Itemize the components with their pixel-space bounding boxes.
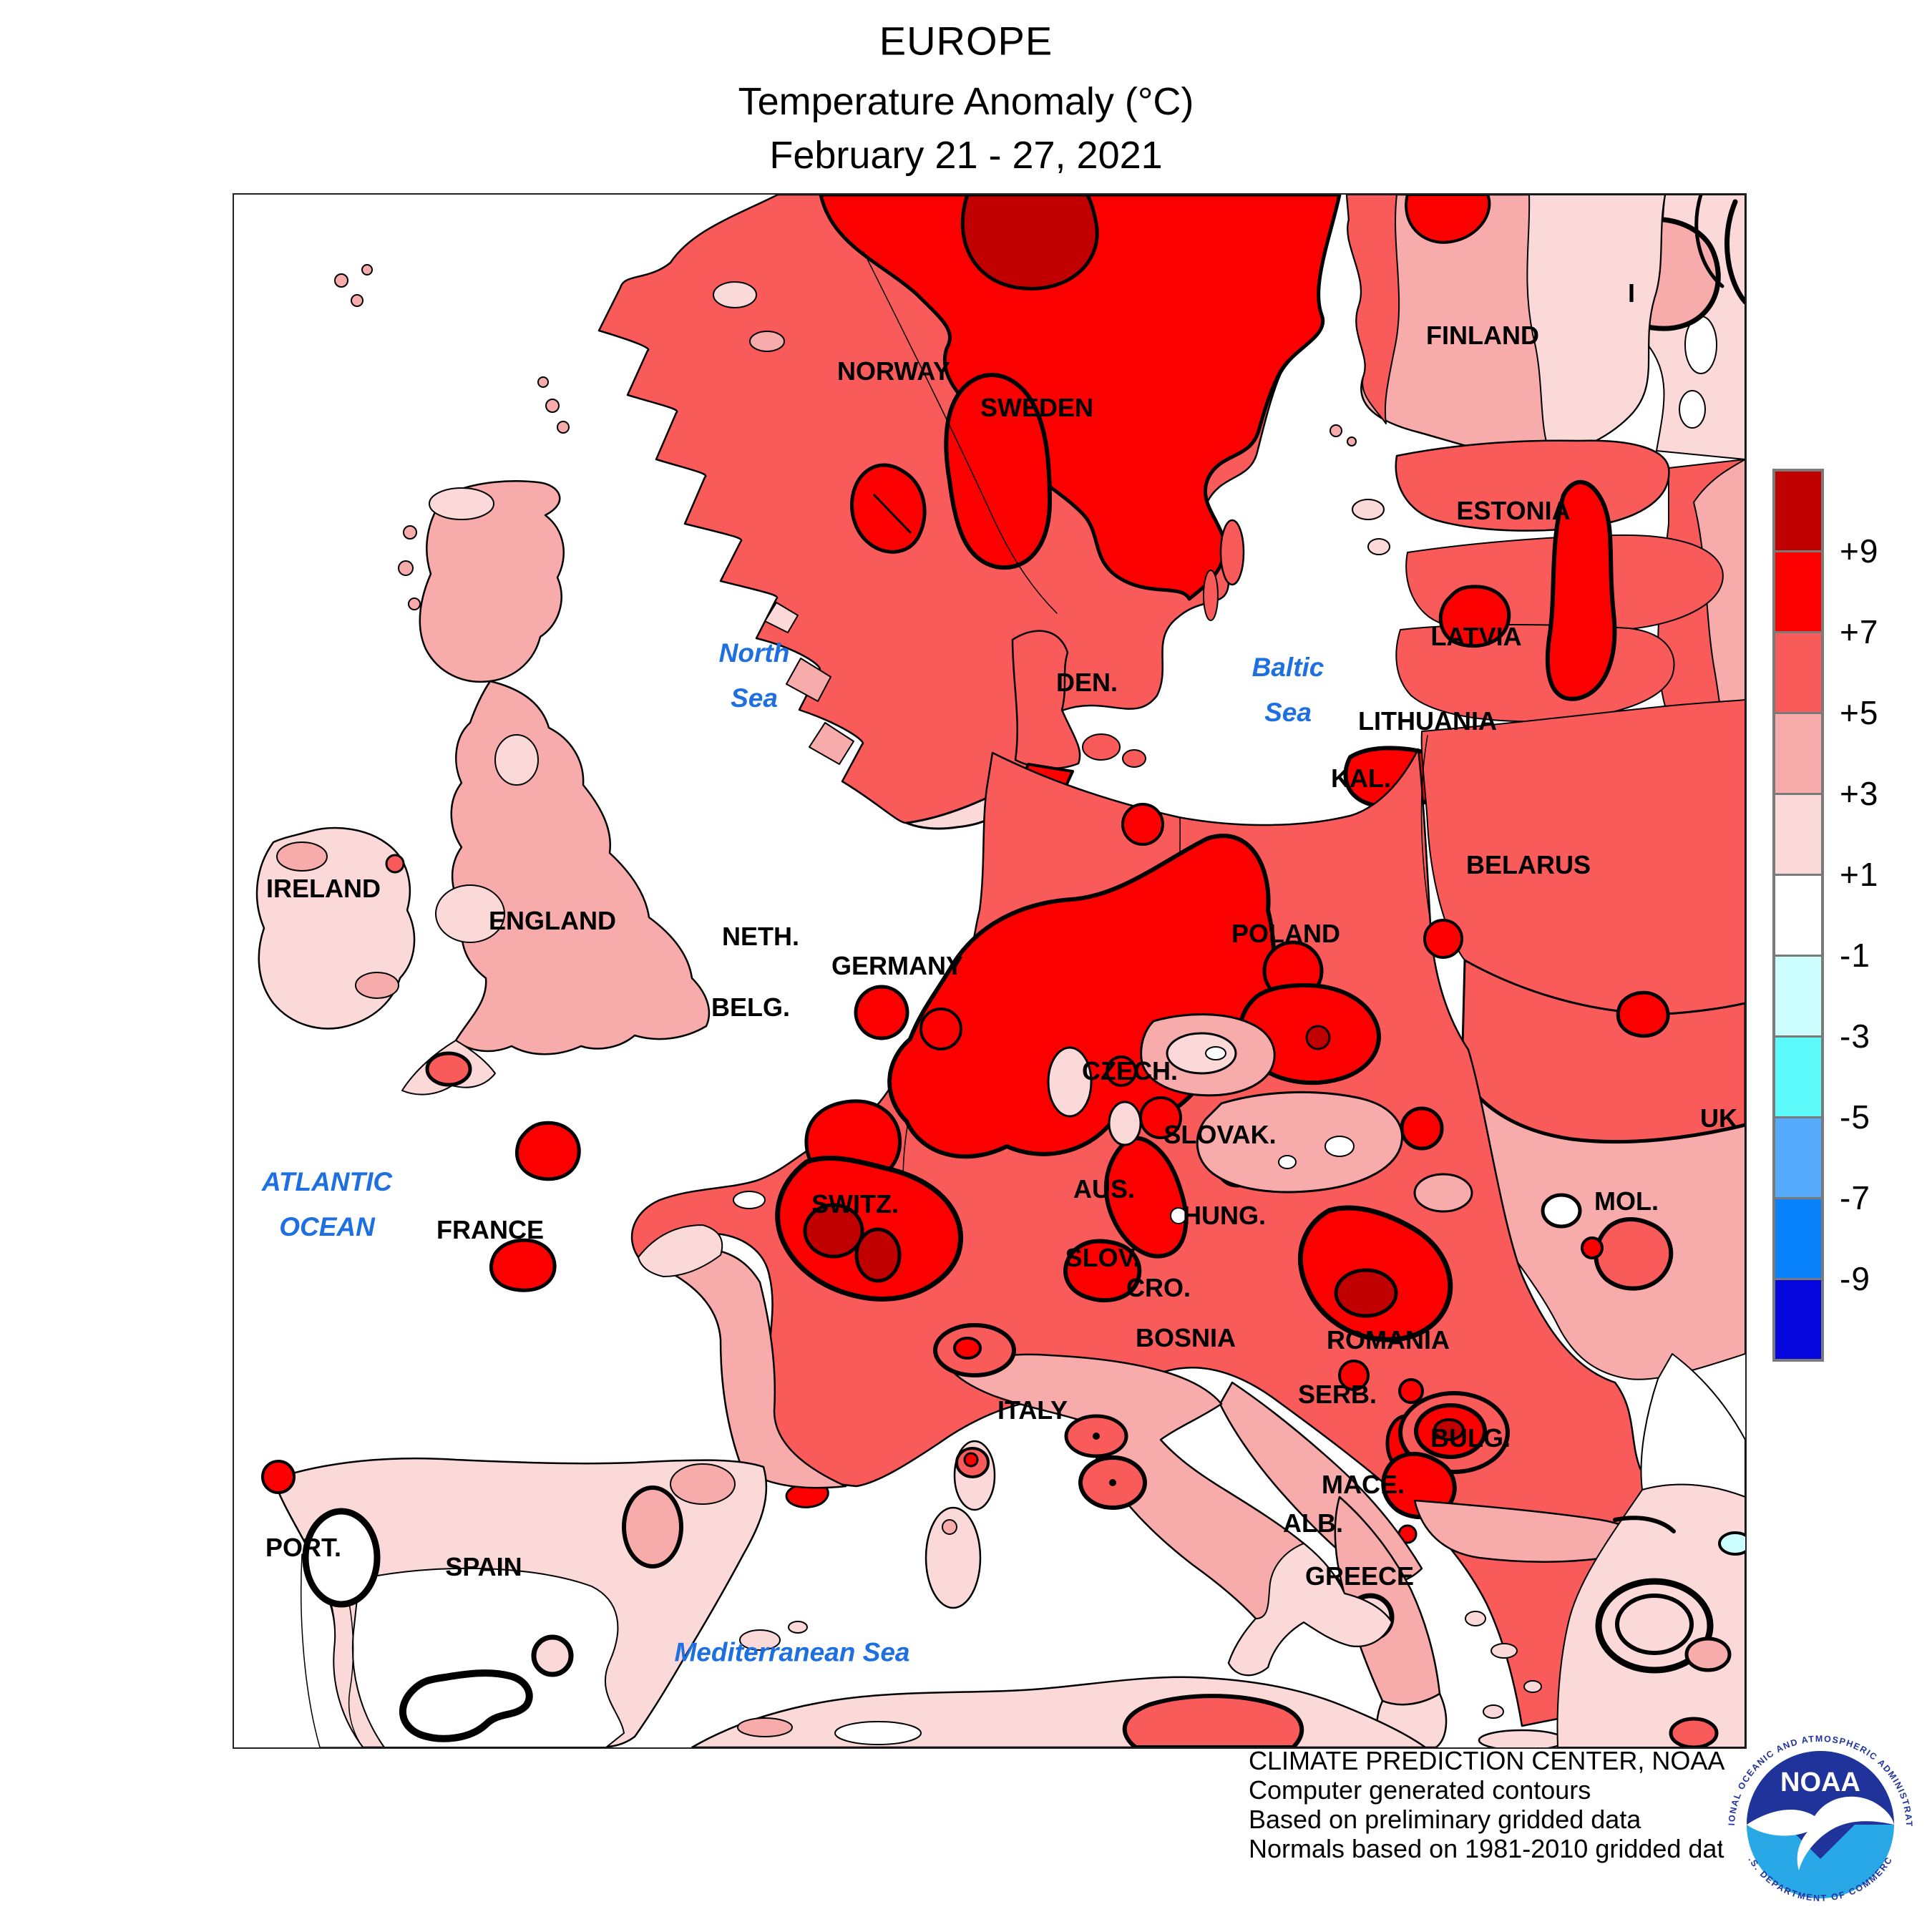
region-iberia (261, 1457, 808, 1747)
country-label-poland: POLAND (1231, 919, 1340, 948)
country-label-germany: GERMANY (831, 951, 964, 980)
noaa-logo: NOAA NATIONAL OCEANIC AND ATMOSPHERIC AD… (1719, 1723, 1921, 1925)
country-label-france: FRANCE (436, 1215, 544, 1244)
country-label-den: DEN. (1055, 668, 1118, 697)
country-label-bulg: BULG. (1430, 1423, 1511, 1453)
footer-credits: CLIMATE PREDICTION CENTER, NOAA Computer … (1249, 1746, 1738, 1863)
footer-line-1: CLIMATE PREDICTION CENTER, NOAA (1249, 1746, 1725, 1775)
country-label-estonia: ESTONIA (1456, 496, 1571, 525)
legend-cells (1772, 469, 1824, 1362)
country-label-lithuania: LITHUANIA (1358, 706, 1497, 736)
region-scandinavia (597, 195, 1357, 830)
page-subtitle: Temperature Anomaly (°C) (738, 80, 1194, 123)
country-label-romania: ROMANIA (1327, 1325, 1450, 1355)
country-label-belg: BELG. (711, 992, 791, 1022)
legend: +9 +7 +5 +3 +1 -1 -3 -5 -7 -9 (1772, 469, 1878, 1362)
footer-line-3: Based on preliminary gridded data (1249, 1805, 1641, 1834)
legend-tick-plus1: +1 (1840, 856, 1879, 893)
legend-tick-plus9: +9 (1840, 532, 1879, 570)
country-label-spain: SPAIN (445, 1552, 522, 1581)
legend-tick-plus5: +5 (1840, 694, 1879, 731)
region-north-africa (691, 1676, 1427, 1747)
country-label-ireland: IRELAND (266, 874, 381, 903)
country-label-italy: ITALY (997, 1395, 1068, 1425)
legend-tick-minus7: -7 (1840, 1179, 1870, 1216)
country-label-england: ENGLAND (489, 906, 616, 935)
legend-swatch-7 (1775, 1035, 1821, 1116)
country-label-switz: SWITZ. (811, 1189, 899, 1219)
legend-swatch-1 (1775, 550, 1821, 631)
legend-tick-minus1: -1 (1840, 937, 1870, 974)
region-weak-anomaly-patches (1047, 1013, 1473, 1224)
country-label-bosnia: BOSNIA (1135, 1323, 1236, 1352)
legend-tick-minus5: -5 (1840, 1098, 1870, 1136)
country-label-hung: HUNG. (1183, 1201, 1266, 1230)
page-title: EUROPE (879, 18, 1053, 64)
legend-swatch-8 (1775, 1116, 1821, 1197)
legend-swatch-2 (1775, 631, 1821, 712)
country-label-serb: SERB. (1297, 1380, 1377, 1409)
country-label-czech: CZECH. (1082, 1056, 1178, 1085)
map-frame: NORWAY SWEDEN FINLAND ESTONIA LATVIA LITHUANI… (233, 193, 1747, 1749)
country-label-neth: NETH. (722, 922, 799, 951)
country-label-norway: NORWAY (836, 356, 951, 386)
region-uk-ireland (255, 264, 711, 1096)
region-finland (1345, 195, 1667, 458)
country-label-cro: CRO. (1126, 1273, 1191, 1302)
country-label-greece: GREECE (1304, 1561, 1415, 1591)
legend-tick-plus7: +7 (1840, 613, 1879, 650)
legend-swatch-6 (1775, 955, 1821, 1035)
footer-line-4: Normals based on 1981-2010 gridded data (1249, 1834, 1739, 1863)
legend-swatch-0 (1775, 472, 1821, 550)
legend-swatch-3 (1775, 712, 1821, 793)
noaa-logo-bird-icon (1747, 1796, 1894, 1870)
legend-swatch-4 (1775, 793, 1821, 874)
country-label-slov: SLOV. (1065, 1243, 1141, 1272)
legend-swatch-5 (1775, 874, 1821, 955)
europe-anomaly-map (234, 195, 1745, 1747)
legend-swatch-9 (1775, 1197, 1821, 1278)
country-label-mace: MACE. (1322, 1470, 1405, 1499)
country-label-kal: KAL. (1331, 763, 1391, 793)
legend-tick-plus3: +3 (1840, 775, 1879, 812)
noaa-logo-acronym: NOAA (1780, 1767, 1860, 1797)
footer-line-2: Computer generated contours (1249, 1775, 1591, 1805)
country-label-slovak: SLOVAK. (1163, 1120, 1277, 1149)
legend-tick-minus3: -3 (1840, 1018, 1870, 1055)
country-label-mol: MOL. (1594, 1186, 1659, 1216)
country-label-latvia: LATVIA (1430, 622, 1522, 651)
country-label-finland: FINLAND (1426, 321, 1539, 350)
country-label-alb: ALB. (1283, 1508, 1343, 1538)
region-baltic-states (1343, 439, 1724, 810)
legend-swatch-10 (1775, 1278, 1821, 1359)
country-label-port: PORT. (265, 1533, 342, 1562)
country-label-sweden: SWEDEN (980, 393, 1094, 422)
country-label-aus: AUS. (1073, 1174, 1136, 1204)
sea-label-baltic-sea: Baltic Sea (1252, 653, 1324, 727)
region-blacksea-turkey (1556, 1353, 1745, 1747)
region-belarus-ukraine (1420, 699, 1745, 1380)
map-labels-layer: NORWAY SWEDEN FINLAND ESTONIA LATVIA LITHUANI… (234, 195, 1745, 1747)
region-strong-anomaly-blobs (489, 803, 1463, 1508)
legend-tick-minus9: -9 (1840, 1260, 1870, 1297)
region-france (638, 1191, 847, 1489)
page-date-range: February 21 - 27, 2021 (769, 134, 1163, 177)
country-label-i: I (1627, 278, 1636, 308)
country-label-uk: UK (1700, 1103, 1737, 1133)
country-label-belarus: BELARUS (1465, 850, 1591, 879)
region-balkans (1219, 1205, 1644, 1747)
sea-label-north-sea: North Sea (718, 638, 790, 713)
sea-label-mediterranean-sea: Mediterranean Sea (674, 1637, 910, 1667)
sea-label-atlantic-ocean: ATLANTIC OCEAN (261, 1167, 393, 1241)
